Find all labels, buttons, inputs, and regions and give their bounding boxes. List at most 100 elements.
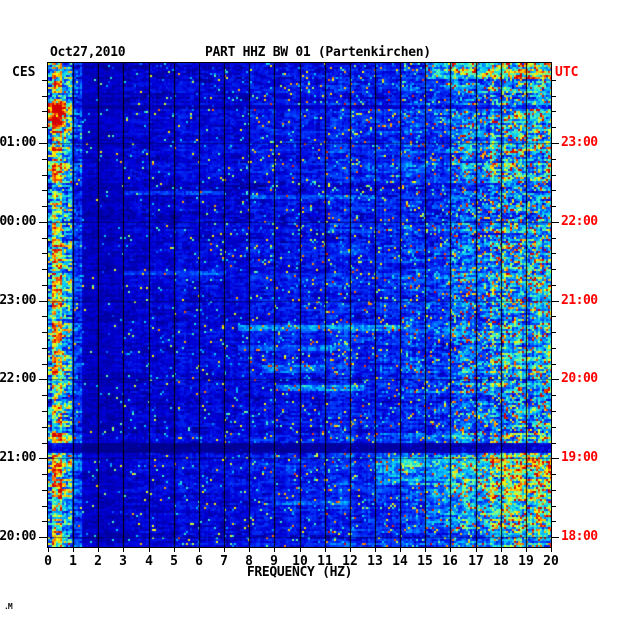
y-minor-tick-right — [551, 206, 556, 207]
y-minor-tick-left — [42, 474, 48, 475]
y-minor-tick-right — [551, 238, 556, 239]
y-minor-tick-right — [551, 253, 556, 254]
y-major-tick-left — [39, 537, 48, 538]
y-minor-tick-left — [42, 206, 48, 207]
x-tick-label: 8 — [245, 554, 253, 569]
y-minor-tick-left — [42, 190, 48, 191]
y-minor-tick-right — [551, 364, 556, 365]
y-minor-tick-left — [42, 253, 48, 254]
x-tick — [48, 547, 49, 552]
x-tick — [425, 547, 426, 552]
y-major-tick-left — [39, 379, 48, 380]
y-minor-tick-left — [42, 111, 48, 112]
y-minor-tick-right — [551, 190, 556, 191]
y-major-tick-right — [551, 537, 559, 538]
y-minor-tick-right — [551, 506, 556, 507]
y-minor-tick-right — [551, 411, 556, 412]
y-minor-tick-right — [551, 127, 556, 128]
y-minor-tick-right — [551, 443, 556, 444]
y-minor-tick-left — [42, 238, 48, 239]
x-tick-label: 15 — [417, 554, 433, 569]
x-tick — [400, 547, 401, 552]
y-major-tick-right — [551, 222, 559, 223]
y-minor-tick-right — [551, 521, 556, 522]
y-minor-tick-right — [551, 348, 556, 349]
y-minor-tick-right — [551, 490, 556, 491]
x-tick — [149, 547, 150, 552]
x-tick-label: 20 — [543, 554, 559, 569]
x-tick — [450, 547, 451, 552]
x-tick-label: 12 — [342, 554, 358, 569]
y-minor-tick-left — [42, 411, 48, 412]
date-label: Oct27,2010 — [50, 45, 126, 60]
x-tick — [476, 547, 477, 552]
y-major-tick-right — [551, 143, 559, 144]
y-major-tick-right — [551, 458, 559, 459]
y-minor-tick-left — [42, 443, 48, 444]
plot-title: PART HHZ BW 01 (Partenkirchen) — [205, 45, 431, 60]
x-tick — [375, 547, 376, 552]
x-tick-label: 9 — [270, 554, 278, 569]
x-tick-label: 6 — [195, 554, 203, 569]
y-minor-tick-left — [42, 427, 48, 428]
corner-artifact-glyph: .M — [4, 602, 13, 611]
y-major-tick-left — [39, 301, 48, 302]
x-tick — [123, 547, 124, 552]
x-tick — [249, 547, 250, 552]
y-minor-tick-left — [42, 159, 48, 160]
hour-label-right: 23:00 — [561, 135, 598, 150]
x-tick-label: 1 — [69, 554, 77, 569]
y-major-tick-left — [39, 222, 48, 223]
x-tick-label: 3 — [119, 554, 127, 569]
y-major-tick-right — [551, 301, 559, 302]
y-minor-tick-left — [42, 506, 48, 507]
y-minor-tick-left — [42, 348, 48, 349]
y-minor-tick-right — [551, 474, 556, 475]
x-tick-label: 4 — [145, 554, 153, 569]
y-minor-tick-left — [42, 521, 48, 522]
x-tick-label: 17 — [468, 554, 484, 569]
x-axis-title: FREQUENCY (HZ) — [246, 565, 353, 580]
x-tick-label: 10 — [292, 554, 308, 569]
x-tick-label: 7 — [220, 554, 228, 569]
x-tick-label: 2 — [94, 554, 102, 569]
y-minor-tick-left — [42, 332, 48, 333]
hour-label-left: 01:00 — [0, 135, 37, 150]
hour-label-right: 20:00 — [561, 371, 598, 386]
y-major-tick-left — [39, 143, 48, 144]
y-minor-tick-right — [551, 316, 556, 317]
x-tick — [300, 547, 301, 552]
y-minor-tick-right — [551, 285, 556, 286]
x-tick-label: 14 — [392, 554, 408, 569]
y-minor-tick-right — [551, 427, 556, 428]
hour-label-left: 23:00 — [0, 293, 37, 308]
y-minor-tick-left — [42, 364, 48, 365]
y-minor-tick-left — [42, 269, 48, 270]
y-minor-tick-left — [42, 490, 48, 491]
y-major-tick-left — [39, 458, 48, 459]
x-tick — [199, 547, 200, 552]
x-tick — [325, 547, 326, 552]
hour-label-right: 21:00 — [561, 293, 598, 308]
x-tick — [274, 547, 275, 552]
x-tick — [501, 547, 502, 552]
y-minor-tick-right — [551, 175, 556, 176]
y-minor-tick-left — [42, 175, 48, 176]
y-minor-tick-left — [42, 96, 48, 97]
hour-label-left: 00:00 — [0, 214, 37, 229]
x-tick — [551, 547, 552, 552]
x-tick-label: 5 — [170, 554, 178, 569]
left-axis-title-ces: CES — [12, 65, 36, 80]
x-tick — [224, 547, 225, 552]
y-minor-tick-right — [551, 332, 556, 333]
hour-label-right: 19:00 — [561, 450, 598, 465]
x-tick — [174, 547, 175, 552]
hour-label-right: 18:00 — [561, 529, 598, 544]
right-axis-title-utc: UTC — [555, 65, 579, 80]
x-tick — [350, 547, 351, 552]
y-minor-tick-right — [551, 111, 556, 112]
spectrogram-plot-area: 01:00 23:00 00:00 22:00 23:00 21:00 22:00 20:00… — [0, 62, 598, 569]
y-minor-tick-right — [551, 96, 556, 97]
y-minor-tick-right — [551, 80, 556, 81]
